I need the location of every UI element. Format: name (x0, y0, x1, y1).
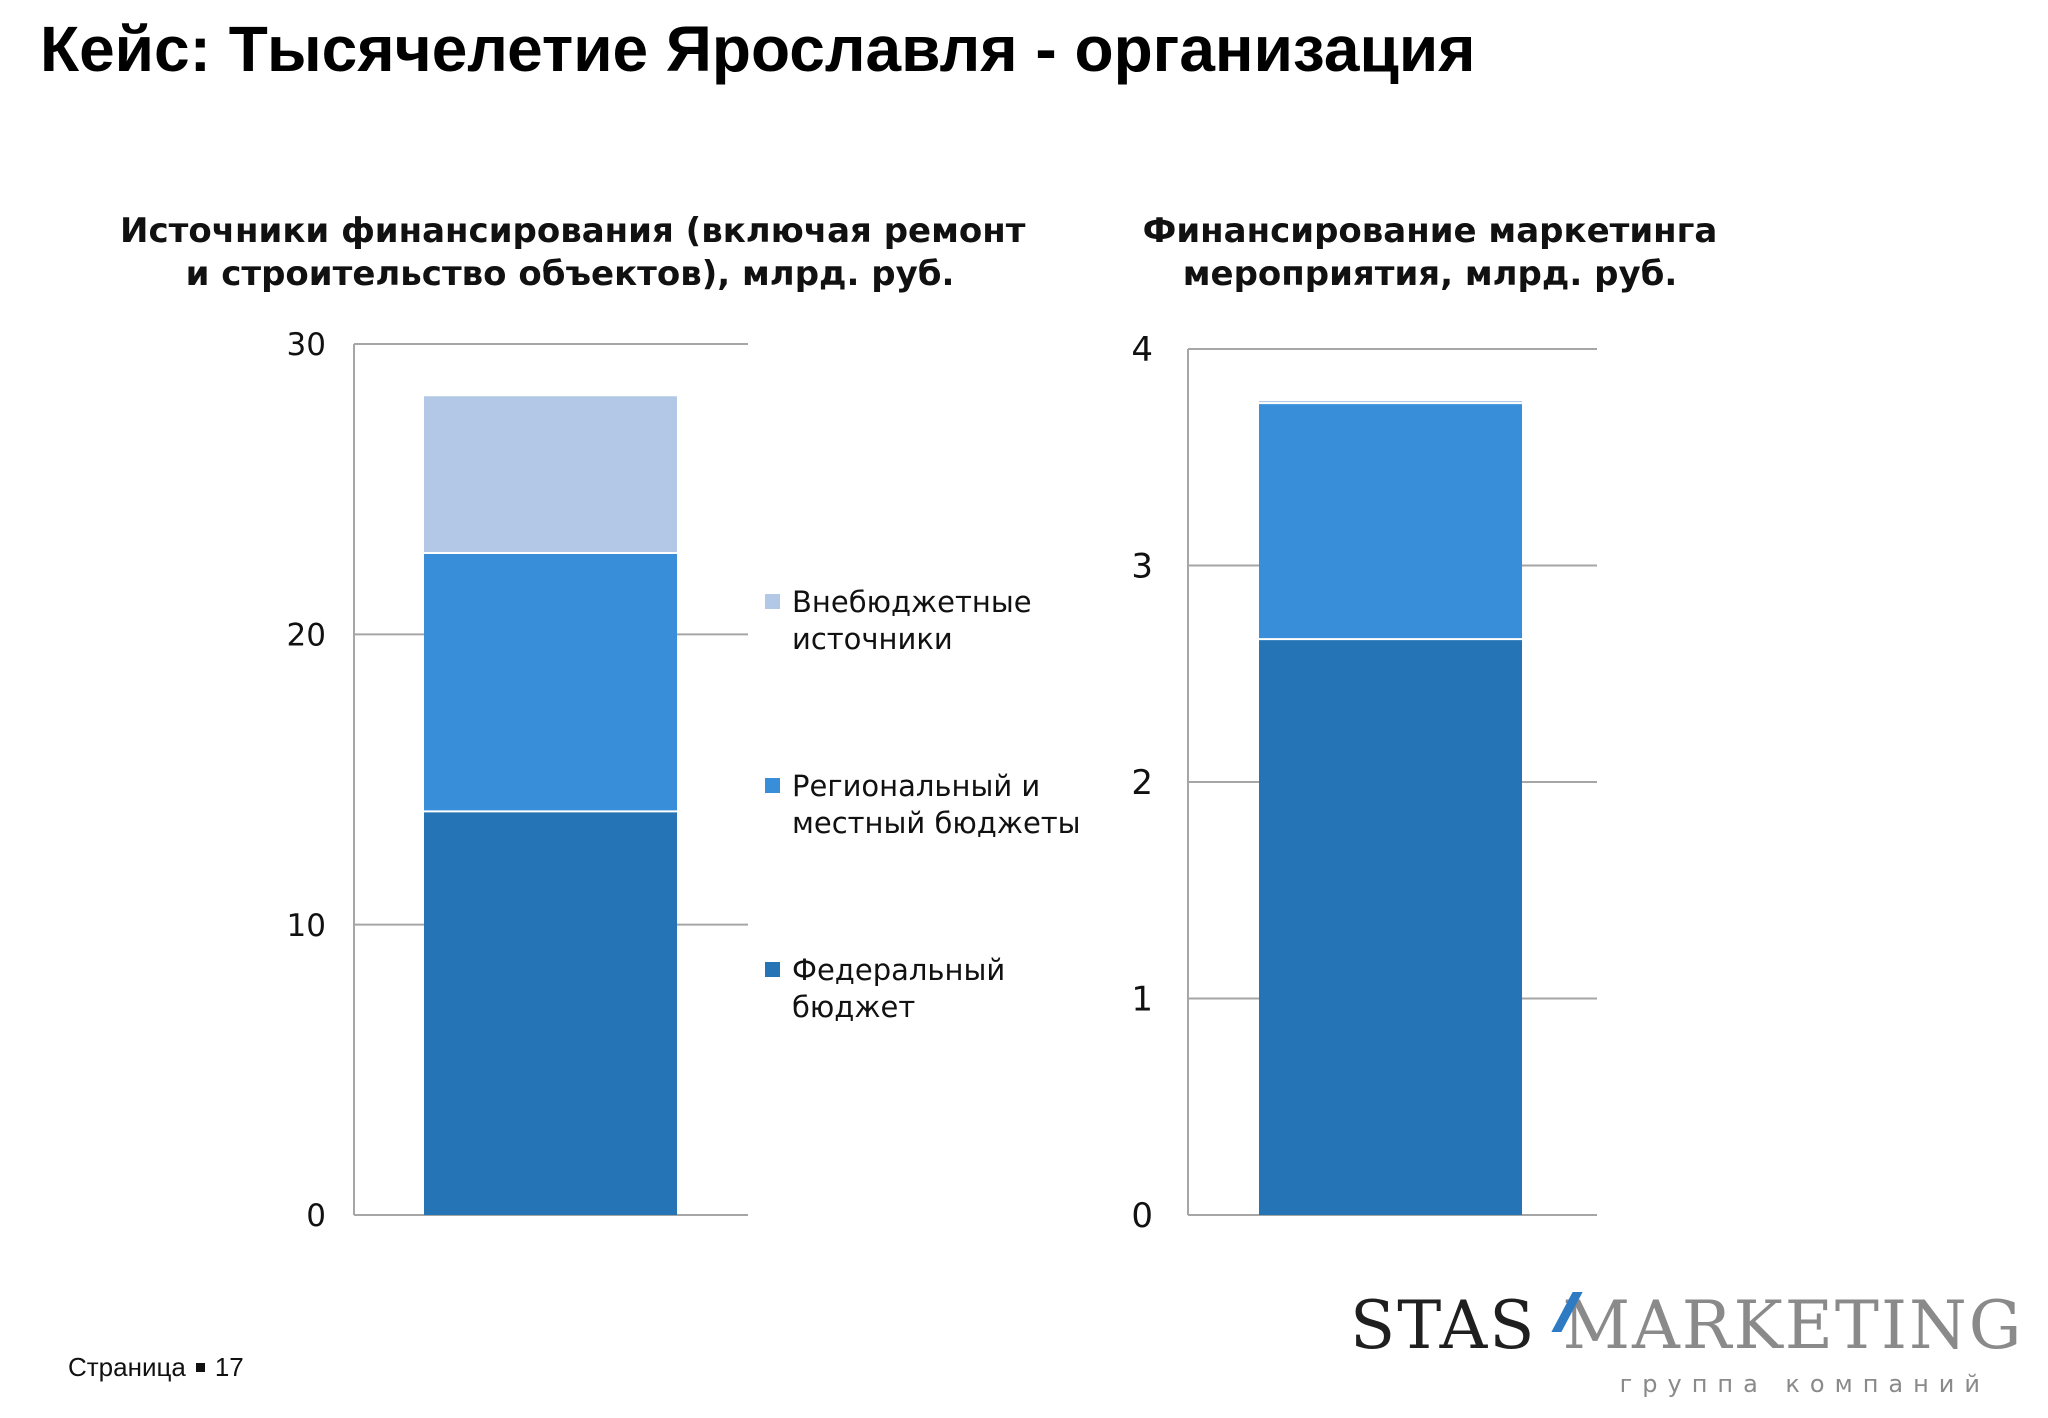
chart-2-bar-segment-2 (1259, 400, 1522, 404)
chart-2-bar-segment-0 (1259, 639, 1522, 1215)
page-footer: Страница 17 (68, 1352, 244, 1383)
chart-1-bar-segment-0 (424, 811, 677, 1215)
chart-1-y-tick-label: 10 (287, 908, 326, 944)
separator-square-icon (195, 1362, 205, 1372)
chart-2-y-tick-label: 0 (1131, 1196, 1153, 1236)
legend-label-federal: Федеральный бюджет (792, 953, 1006, 1024)
chart-1-title-line-1: Источники финансирования (включая ремонт (120, 211, 1026, 251)
company-logo: STAS MARKETING группа компаний (1350, 1290, 2022, 1402)
legend-label-extrabudgetary: Внебюджетные источники (792, 585, 1032, 656)
legend-label-regional: Региональный и местный бюджеты (792, 769, 1081, 840)
chart-1-title: Источники финансирования (включая ремонт… (120, 210, 1026, 296)
chart-2-title: Финансирование маркетинга мероприятия, м… (1080, 210, 1780, 296)
logo-tagline: группа компаний (1619, 1370, 1990, 1398)
chart-2-y-tick-label: 2 (1131, 763, 1153, 803)
page-number: 17 (214, 1352, 244, 1382)
chart-1-y-tick-label: 30 (287, 327, 326, 363)
chart-2-bar-segment-1 (1259, 403, 1522, 640)
chart-2-title-line-1: Финансирование маркетинга (1142, 211, 1718, 251)
legend-swatch-regional (765, 778, 780, 793)
chart-2-y-tick-label: 4 (1131, 330, 1153, 370)
legend-swatch-federal (765, 962, 780, 977)
chart-2-y-tick-label: 1 (1131, 980, 1153, 1020)
chart-1-bar-segment-1 (424, 553, 677, 812)
logo-brand-right: MARKETING (1562, 1287, 2024, 1364)
logo-brand-left: STAS (1350, 1287, 1537, 1364)
legend-swatch-extrabudgetary (765, 594, 780, 609)
chart-1-y-tick-label: 0 (306, 1198, 326, 1234)
chart-2-title-line-2: мероприятия, млрд. руб. (1182, 254, 1678, 294)
chart-1-bar-segment-2 (424, 396, 677, 554)
chart-2-y-tick-label: 3 (1131, 547, 1153, 587)
slide-title: Кейс: Тысячелетие Ярославля - организаци… (40, 13, 1476, 85)
chart-1-title-line-2: и строительство объектов), млрд. руб. (185, 254, 955, 294)
chart-1-y-tick-label: 20 (287, 617, 326, 653)
page-label: Страница (68, 1352, 186, 1382)
logo-wordmark: STAS MARKETING (1350, 1290, 2024, 1362)
